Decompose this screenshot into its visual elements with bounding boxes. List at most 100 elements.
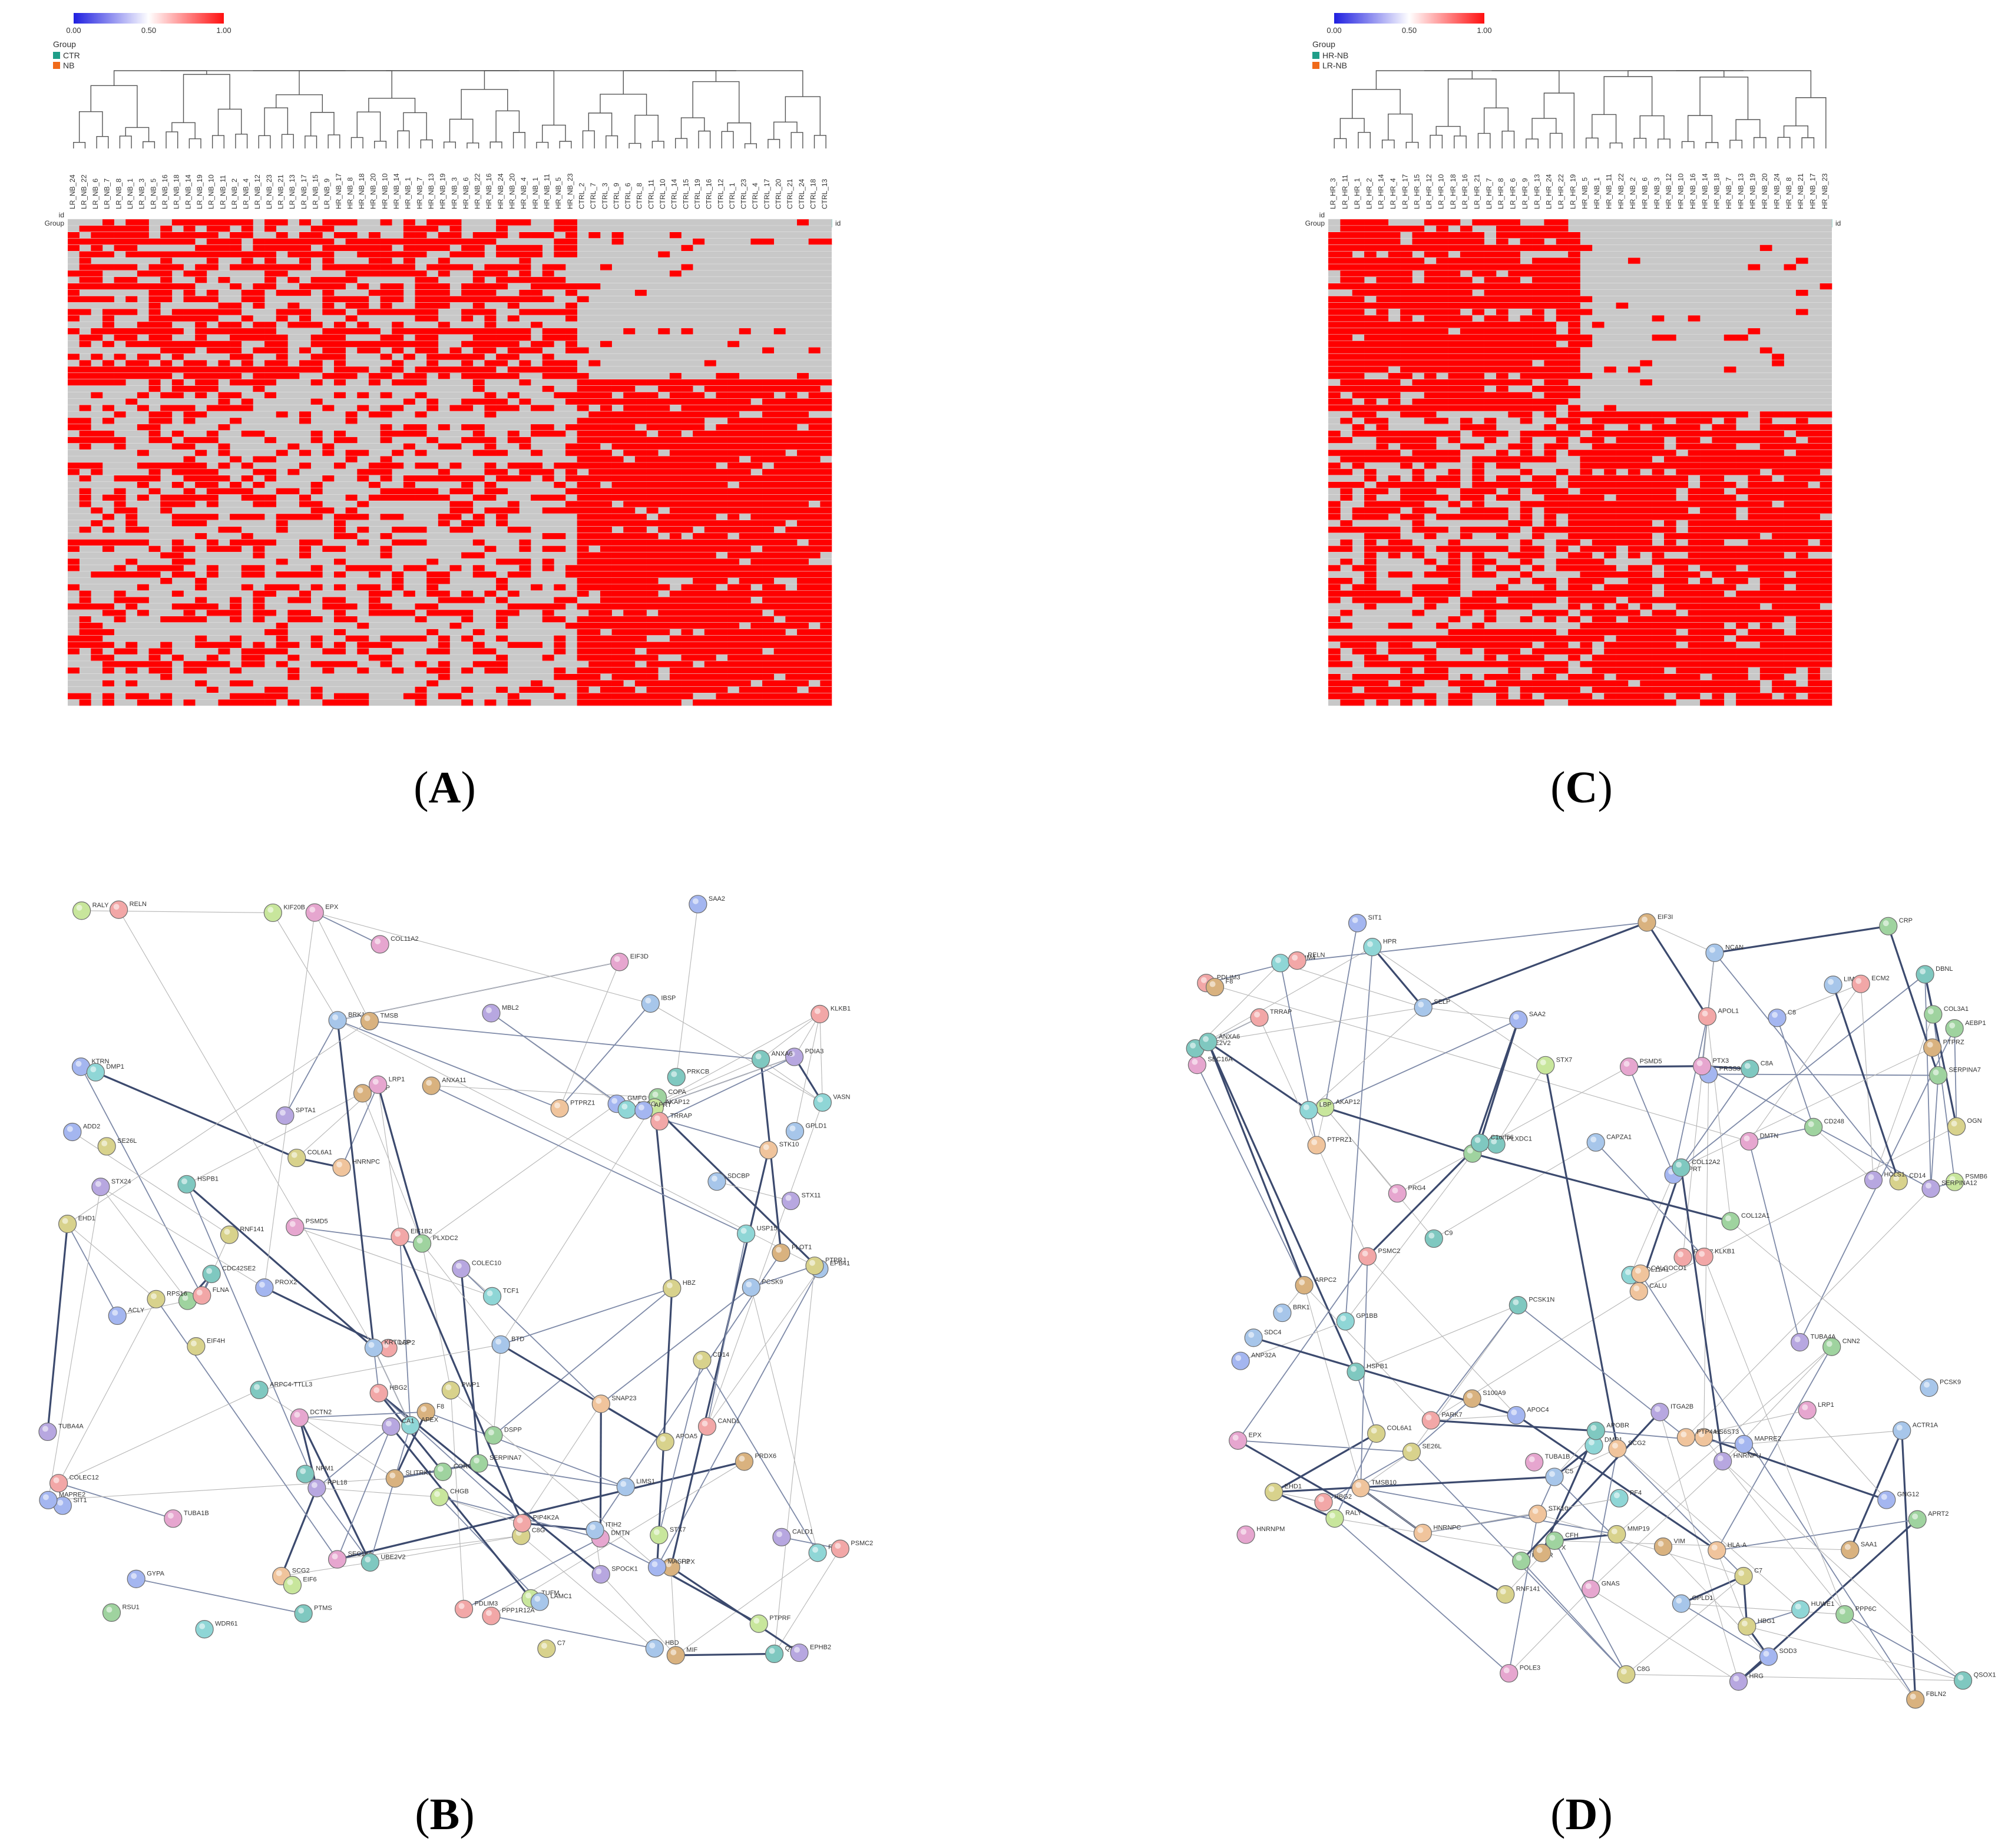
heatmap-cell [1580,642,1593,649]
heatmap-cell [611,533,624,540]
heatmap-cell [1808,507,1820,514]
heatmap-cell [1508,590,1521,597]
heatmap-cell [507,328,520,335]
heatmap-cell [1568,430,1580,437]
heatmap-cell [496,616,508,623]
heatmap-cell [797,564,809,572]
heatmap-cell [1712,552,1725,559]
heatmap-cell [438,642,450,649]
heatmap-cell [1448,283,1461,290]
heatmap-cell [716,520,728,527]
heatmap-cell [750,673,763,680]
heatmap-cell [646,417,659,425]
heatmap-cell [1448,347,1461,354]
heatmap-cell [762,417,775,425]
heatmap-cell [218,321,230,329]
dendrogram-branch [461,89,508,120]
heatmap-cell [507,334,520,341]
heatmap-cell [449,693,462,700]
dendrogram-branch [449,118,474,143]
heatmap-cell [171,366,184,373]
heatmap-cell [1556,360,1569,367]
heatmap-cell [1484,340,1497,348]
heatmap-cell [588,283,601,290]
heatmap-cell [1568,296,1580,303]
heatmap-cell [542,546,554,553]
dendrogram-branch [1531,118,1557,139]
heatmap-cell [1520,296,1533,303]
dendrogram-branch [1585,137,1599,148]
heatmap-cell [1664,648,1676,655]
column-label: HR_NB_20 [369,173,378,209]
heatmap-cell [218,251,230,258]
heatmap-cell [230,372,242,380]
heatmap-cell [588,667,601,674]
heatmap-cell [727,552,740,559]
heatmap-cell [1795,507,1808,514]
heatmap-cell [1364,321,1377,329]
heatmap-cell [681,462,693,470]
heatmap-cell [79,526,91,533]
heatmap-cell [183,546,196,553]
heatmap-cell [310,430,323,437]
heatmap-cell [762,546,775,553]
heatmap-cell [1412,513,1425,521]
column-label: LR_HR_10 [1437,174,1445,209]
heatmap-cell [1568,526,1580,533]
heatmap-cell [531,321,543,329]
heatmap-cell [1460,648,1473,655]
heatmap-cell [1364,577,1377,584]
heatmap-cell [808,654,821,662]
heatmap-cell [1520,616,1533,623]
heatmap-cell [1772,609,1784,617]
heatmap-cell [449,238,462,245]
heatmap-cell [623,552,636,559]
heatmap-cell [727,590,740,597]
heatmap-cell [739,693,751,700]
heatmap-cell [1784,577,1797,584]
heatmap-cell [820,481,832,488]
heatmap-cell [1328,673,1341,680]
heatmap-cell [1592,616,1605,623]
heatmap-cell [1388,321,1401,329]
heatmap-cell [1556,507,1569,514]
heatmap-cell [1520,443,1533,450]
heatmap-cell [1532,225,1544,233]
heatmap-cell [704,488,716,495]
heatmap-cell [91,635,103,642]
heatmap-cell [808,629,821,636]
heatmap-cell [1364,347,1377,354]
heatmap-cell [195,315,207,322]
heatmap-cell [1580,481,1593,488]
heatmap-cell [218,276,230,283]
heatmap-cell [785,430,798,437]
heatmap-cell [1532,334,1544,341]
heatmap-cell [1664,654,1676,662]
heatmap-cell [310,232,323,239]
heatmap-cell [577,642,589,649]
heatmap-cell [600,680,612,687]
heatmap-cell [1712,648,1725,655]
heatmap-cell [762,558,775,566]
heatmap-cell [380,635,392,642]
heatmap-cell [1352,321,1365,329]
heatmap-cell [1568,340,1580,348]
heatmap-cell [1808,437,1820,444]
heatmap-cell [1448,385,1461,392]
heatmap-cell [1723,667,1736,674]
heatmap-cell [1532,699,1544,706]
heatmap-cell [1364,366,1377,373]
heatmap-cell [1592,411,1605,418]
heatmap-cell [1664,590,1676,597]
heatmap-cell [1723,660,1736,668]
heatmap-cell [588,693,601,700]
heatmap-cell [646,392,659,399]
heatmap-cell [102,680,114,687]
heatmap-cell [773,546,786,553]
heatmap-cell [310,539,323,546]
heatmap-cell [658,443,670,450]
heatmap-cell [1340,635,1353,642]
heatmap-cell [611,648,624,655]
dendrogram-branch [305,135,317,148]
heatmap-cell [1736,430,1748,437]
